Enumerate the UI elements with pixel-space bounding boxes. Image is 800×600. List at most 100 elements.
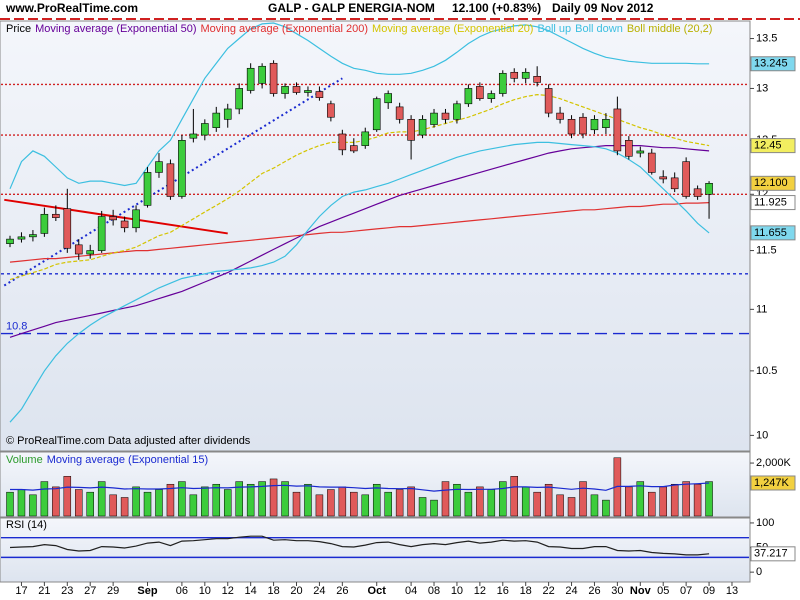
- candle-body: [86, 250, 95, 255]
- volume-bar: [52, 486, 60, 517]
- candle-body: [625, 140, 633, 157]
- volume-bar: [407, 486, 415, 517]
- x-tick-label: 18: [267, 585, 279, 597]
- y-tick-label: 0: [756, 566, 762, 578]
- x-tick-label: 08: [428, 585, 440, 597]
- indicator-line: [9, 141, 710, 423]
- legend-entry: Boll down: [575, 23, 623, 35]
- candle-body: [281, 86, 289, 94]
- y-tick-label: 10.5: [756, 365, 777, 377]
- candle-body: [17, 236, 26, 240]
- x-tick-label: 06: [176, 585, 188, 597]
- volume-bar: [418, 497, 427, 517]
- candle-body: [361, 131, 370, 146]
- volume-bar: [430, 499, 438, 517]
- candle-body: [166, 163, 175, 197]
- x-tick-label: 14: [245, 585, 257, 597]
- volume-bar: [189, 494, 198, 517]
- volume-bar: [63, 476, 72, 517]
- candle-body: [670, 177, 679, 190]
- candle-body: [430, 112, 438, 125]
- y-tick-label: 2,000K: [756, 457, 792, 469]
- volume-bar: [384, 491, 392, 517]
- instrument: GALP - GALP ENERGIA-NOM: [268, 1, 435, 15]
- volume-bar: [166, 483, 175, 517]
- volume-bar: [155, 489, 163, 517]
- candle-body: [384, 93, 392, 104]
- candle-body: [682, 161, 690, 197]
- x-tick-label: 24: [313, 585, 325, 597]
- candle-body: [602, 119, 610, 128]
- volume-bar: [705, 481, 713, 517]
- volume-bar: [395, 489, 404, 517]
- volume-bar: [590, 494, 599, 517]
- legend-entry: Boll up: [537, 23, 571, 35]
- volume-bar: [212, 483, 221, 517]
- site-name: www.ProRealTime.com: [5, 1, 138, 15]
- volume-bar: [29, 494, 37, 517]
- indicator-line: [9, 93, 710, 281]
- candle-body: [223, 108, 232, 120]
- x-tick-label: 30: [611, 585, 623, 597]
- candle-body: [258, 65, 266, 84]
- x-tick-label: 17: [15, 585, 27, 597]
- volume-bar: [132, 486, 140, 517]
- candle-body: [407, 119, 415, 141]
- legend-entry: Boll middle (20,2): [627, 23, 713, 35]
- candle-body: [97, 216, 106, 251]
- volume-bar: [304, 483, 312, 517]
- x-tick-label: 18: [520, 585, 532, 597]
- rsi-line: [9, 535, 710, 556]
- rsi-panel: [0, 517, 751, 583]
- candle-body: [74, 244, 83, 255]
- candle-body: [132, 209, 140, 229]
- x-tick-label: 07: [680, 585, 692, 597]
- volume-bar: [659, 486, 667, 517]
- volume-bar: [693, 483, 702, 517]
- x-tick-label: Sep: [137, 585, 157, 597]
- value-marker-label: 12.45: [754, 140, 782, 152]
- volume-bar: [453, 483, 461, 517]
- candle-body: [29, 234, 37, 238]
- candle-body: [327, 103, 335, 118]
- x-tick-label: 24: [565, 585, 577, 597]
- candle-body: [63, 208, 72, 249]
- value-marker-label: 13.245: [754, 58, 788, 70]
- volume-bar: [487, 489, 496, 517]
- volume-bar: [544, 483, 553, 517]
- candle-body: [510, 71, 519, 79]
- value-marker: [750, 56, 796, 72]
- x-tick-label: Oct: [368, 585, 387, 597]
- volume-bar: [327, 489, 335, 517]
- candle-body: [201, 123, 209, 136]
- value-marker: [750, 138, 796, 154]
- volume-bar: [338, 486, 347, 517]
- volume-bar: [350, 491, 358, 517]
- legend-entry: Volume: [6, 454, 43, 466]
- candle-body: [109, 216, 117, 221]
- candle-body: [418, 119, 427, 136]
- candle-body: [693, 188, 702, 197]
- volume-bar: [40, 481, 49, 517]
- volume-bar: [499, 481, 507, 517]
- volume-bar: [201, 486, 209, 517]
- x-tick-label: 26: [336, 585, 348, 597]
- volume-bar: [178, 481, 186, 517]
- volume-bar: [510, 476, 518, 517]
- candle-body: [498, 72, 507, 94]
- candle-body: [464, 88, 473, 105]
- volume-bar: [143, 491, 152, 517]
- volume-bar: [75, 489, 83, 517]
- candle-body: [189, 133, 198, 139]
- x-tick-label: Nov: [630, 585, 652, 597]
- candle-body: [613, 108, 622, 152]
- candle-body: [476, 86, 484, 99]
- indicator-line: [9, 202, 710, 263]
- x-tick-label: 22: [542, 585, 554, 597]
- volume-bar: [682, 481, 690, 517]
- volume-bar: [372, 483, 381, 517]
- y-tick-label: 11: [756, 303, 767, 315]
- candle-body: [395, 106, 404, 120]
- legend-entry: Price: [6, 23, 31, 35]
- volume-bar: [120, 497, 129, 517]
